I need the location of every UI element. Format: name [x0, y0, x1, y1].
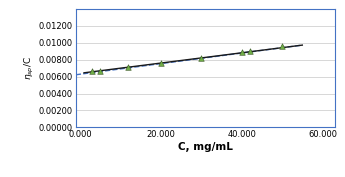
Point: [158, 62, 164, 64]
X-axis label: C, mg/mL: C, mg/mL: [178, 142, 233, 152]
Point: [198, 57, 204, 59]
Point: [247, 49, 253, 52]
Point: [89, 69, 95, 72]
Y-axis label: $\eta_{sp}$/C: $\eta_{sp}$/C: [23, 56, 36, 80]
Point: [239, 50, 244, 53]
Point: [279, 45, 285, 48]
Point: [97, 70, 103, 73]
Point: [126, 66, 131, 69]
